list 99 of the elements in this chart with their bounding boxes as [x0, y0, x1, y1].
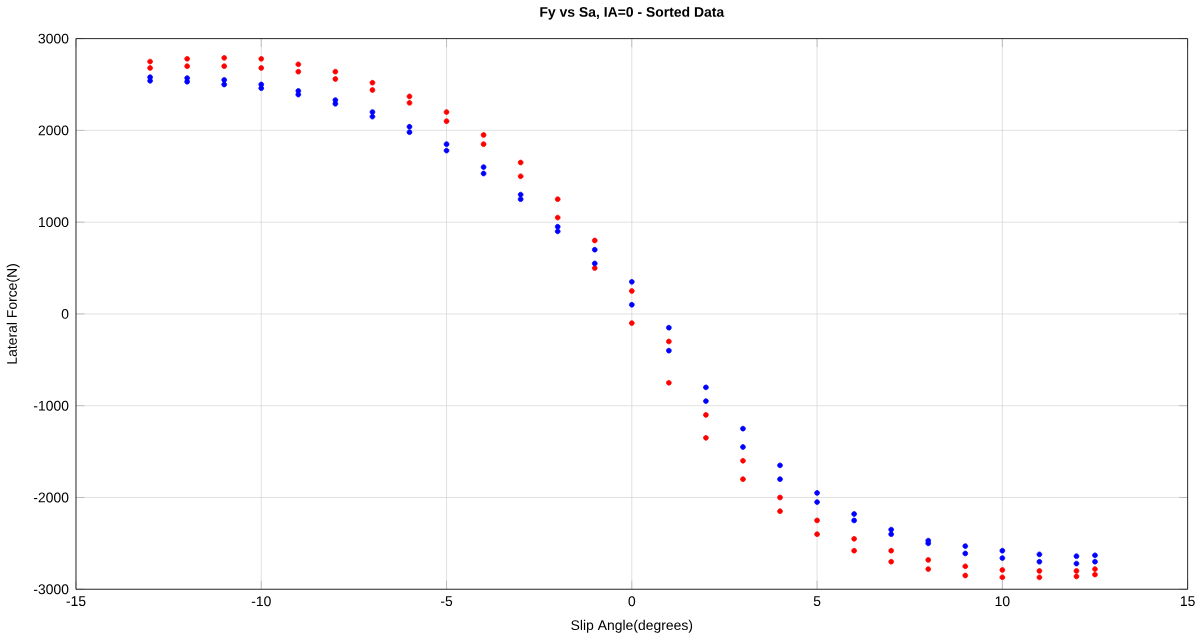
point — [740, 476, 746, 483]
point — [406, 100, 413, 106]
point — [888, 548, 894, 554]
point — [147, 74, 153, 81]
point — [703, 412, 709, 418]
point — [851, 536, 857, 542]
point — [851, 517, 857, 524]
point — [184, 63, 190, 70]
point — [703, 384, 709, 391]
point — [369, 87, 376, 94]
point — [962, 543, 969, 550]
point — [369, 114, 376, 120]
point — [221, 81, 227, 88]
point — [554, 215, 561, 221]
point — [1036, 574, 1043, 581]
point — [443, 109, 450, 116]
point — [962, 572, 969, 579]
point — [814, 531, 820, 538]
point — [629, 279, 635, 285]
point — [814, 499, 820, 506]
point — [962, 563, 969, 570]
point — [591, 260, 598, 267]
point — [517, 196, 524, 203]
point — [1036, 551, 1043, 558]
point — [480, 141, 487, 148]
point — [777, 508, 783, 515]
point — [369, 109, 376, 116]
point — [295, 69, 302, 75]
point — [591, 247, 598, 253]
point — [258, 56, 265, 62]
point — [221, 63, 227, 70]
point — [777, 494, 783, 501]
point — [814, 490, 820, 496]
point — [332, 76, 339, 83]
point — [703, 435, 709, 441]
point — [666, 348, 672, 354]
point — [517, 159, 524, 166]
point — [554, 224, 561, 230]
point — [443, 141, 450, 148]
point — [777, 462, 783, 469]
point — [888, 527, 894, 533]
point — [740, 426, 746, 432]
point — [629, 320, 635, 327]
point — [1092, 566, 1098, 573]
point — [814, 517, 820, 524]
point — [1073, 561, 1080, 567]
point — [1073, 573, 1080, 580]
point — [295, 61, 302, 68]
point — [1036, 568, 1043, 574]
point — [406, 129, 413, 136]
point — [888, 559, 894, 565]
point — [480, 132, 487, 139]
point — [591, 237, 598, 244]
point — [888, 531, 894, 538]
point — [1092, 559, 1098, 565]
point — [406, 93, 413, 100]
point — [517, 173, 524, 180]
point — [221, 55, 227, 61]
point — [666, 380, 672, 386]
point — [591, 265, 598, 272]
point — [443, 118, 450, 125]
point — [1073, 553, 1080, 560]
point — [777, 476, 783, 483]
point — [999, 555, 1006, 562]
point — [740, 458, 746, 464]
point — [666, 325, 672, 331]
point — [703, 398, 709, 405]
point — [629, 302, 635, 308]
point — [184, 56, 190, 62]
point — [666, 338, 672, 345]
point — [554, 196, 561, 203]
point — [443, 148, 450, 154]
point — [369, 80, 376, 86]
point — [1092, 572, 1098, 578]
point — [517, 192, 524, 198]
point — [221, 77, 227, 83]
point — [147, 78, 153, 84]
point — [851, 548, 857, 554]
point — [1092, 552, 1098, 559]
point — [851, 511, 857, 518]
point — [480, 170, 487, 177]
point — [999, 574, 1006, 581]
point — [1073, 568, 1080, 574]
point — [147, 59, 153, 65]
point — [184, 79, 190, 85]
point — [740, 444, 746, 451]
point — [1036, 559, 1043, 565]
point — [999, 548, 1006, 554]
point — [925, 557, 932, 563]
point — [999, 567, 1006, 574]
point — [554, 228, 561, 235]
point — [925, 566, 932, 573]
point — [147, 65, 153, 72]
point — [962, 550, 969, 557]
point — [332, 69, 339, 75]
point — [258, 65, 265, 72]
point — [480, 164, 487, 171]
point — [629, 288, 635, 295]
point — [406, 124, 413, 130]
